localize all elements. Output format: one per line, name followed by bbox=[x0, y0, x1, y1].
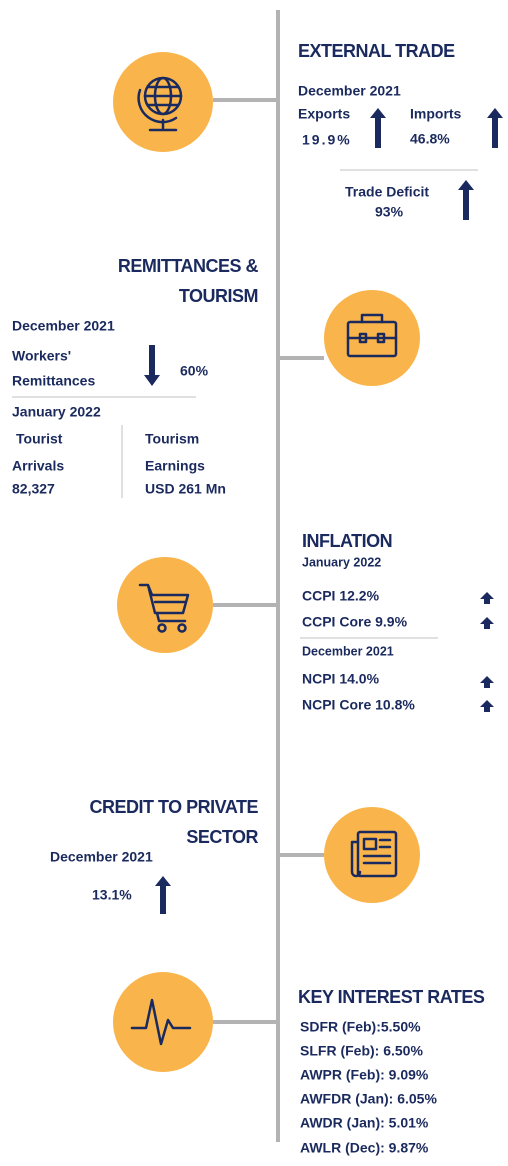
label: Trade Deficit bbox=[345, 184, 429, 200]
item: CCPI Core 9.9% bbox=[302, 614, 408, 630]
section-title: REMITTANCES & bbox=[118, 256, 259, 276]
section-title: KEY INTEREST RATES bbox=[298, 987, 485, 1007]
label: Remittances bbox=[12, 373, 95, 389]
down-arrow bbox=[144, 345, 160, 386]
up-arrow bbox=[480, 617, 494, 629]
label: Tourism bbox=[145, 431, 199, 447]
period: December 2021 bbox=[12, 318, 115, 334]
up-arrow bbox=[458, 180, 474, 220]
item: AWDR (Jan): 5.01% bbox=[300, 1115, 429, 1131]
section-title: SECTOR bbox=[186, 827, 258, 847]
item: AWLR (Dec): 9.87% bbox=[300, 1140, 429, 1156]
briefcase-icon bbox=[324, 290, 420, 386]
label: Arrivals bbox=[12, 458, 64, 474]
label: Exports bbox=[298, 106, 350, 122]
newspaper-icon bbox=[324, 807, 420, 903]
item: CCPI 12.2% bbox=[302, 588, 380, 604]
value: 13.1% bbox=[92, 887, 132, 903]
value: 93% bbox=[375, 204, 404, 220]
value: 19.9% bbox=[302, 132, 352, 148]
period: December 2021 bbox=[298, 83, 401, 99]
section-title: TOURISM bbox=[179, 286, 258, 306]
section-title: CREDIT TO PRIVATE bbox=[89, 797, 258, 817]
item: SLFR (Feb): 6.50% bbox=[300, 1043, 423, 1059]
cart-icon bbox=[117, 557, 213, 653]
item: AWPR (Feb): 9.09% bbox=[300, 1067, 429, 1083]
up-arrow bbox=[480, 700, 494, 712]
globe-icon bbox=[113, 52, 213, 152]
period: December 2021 bbox=[50, 849, 153, 865]
label: Workers' bbox=[12, 348, 71, 364]
up-arrow bbox=[480, 676, 494, 688]
value: 82,327 bbox=[12, 481, 55, 497]
period: January 2022 bbox=[302, 555, 381, 569]
label: Tourist bbox=[16, 431, 63, 447]
pulse-icon bbox=[113, 972, 213, 1072]
value: 46.8% bbox=[410, 131, 450, 147]
up-arrow bbox=[155, 876, 171, 914]
period: December 2021 bbox=[302, 644, 394, 658]
up-arrow bbox=[480, 592, 494, 604]
up-arrow bbox=[487, 108, 503, 148]
item: SDFR (Feb):5.50% bbox=[300, 1019, 421, 1035]
value: 60% bbox=[180, 363, 209, 379]
item: NCPI Core 10.8% bbox=[302, 697, 415, 713]
section-title: EXTERNAL TRADE bbox=[298, 41, 455, 61]
period: January 2022 bbox=[12, 404, 101, 420]
item: NCPI 14.0% bbox=[302, 671, 380, 687]
label: Earnings bbox=[145, 458, 205, 474]
label: Imports bbox=[410, 106, 462, 122]
section-title: INFLATION bbox=[302, 531, 392, 551]
value: USD 261 Mn bbox=[145, 481, 226, 497]
up-arrow bbox=[370, 108, 386, 148]
item: AWFDR (Jan): 6.05% bbox=[300, 1091, 437, 1107]
